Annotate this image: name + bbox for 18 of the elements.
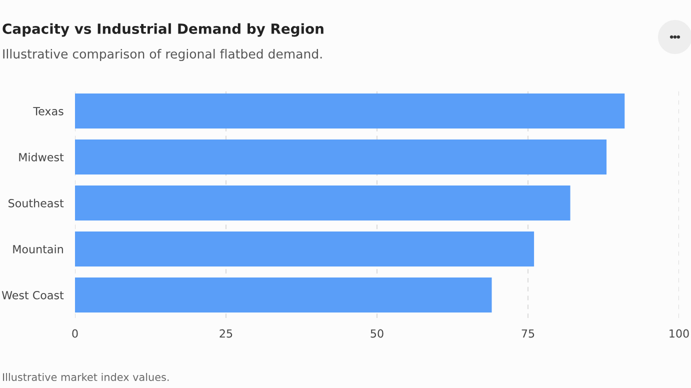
y-tick-label: Southeast xyxy=(8,198,64,208)
x-tick-label: 100 xyxy=(670,329,689,338)
bar xyxy=(75,186,570,220)
x-tick-label: 50 xyxy=(370,329,384,338)
chart-title: Capacity vs Industrial Demand by Region xyxy=(2,23,324,37)
y-tick-label: West Coast xyxy=(2,290,64,300)
bar xyxy=(75,278,492,312)
text: Illustrative market index values. xyxy=(3,372,169,382)
y-tick-label: Midwest xyxy=(19,152,64,162)
bar xyxy=(75,94,625,128)
x-tick-label: 0 xyxy=(72,329,78,338)
y-tick-label: Mountain xyxy=(13,244,63,254)
y-tick-label: Texas xyxy=(33,107,64,116)
chart-subtitle: Illustrative comparison of regional flatbed demand. xyxy=(3,48,322,62)
x-tick-label: 25 xyxy=(220,329,232,338)
bar xyxy=(75,140,607,174)
bar xyxy=(75,232,534,266)
x-tick-label: 75 xyxy=(522,329,534,338)
